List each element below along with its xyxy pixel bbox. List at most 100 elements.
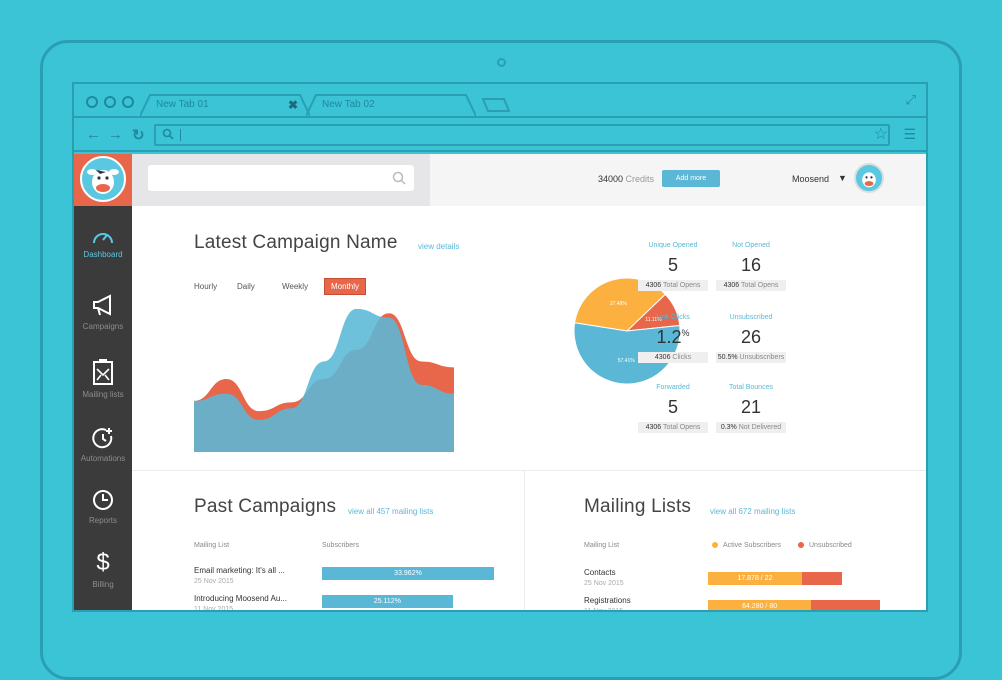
dollar-icon: $ (96, 549, 109, 576)
search-icon (162, 128, 174, 140)
sidebar-item-label: Dashboard (83, 250, 123, 259)
avatar[interactable] (854, 163, 884, 193)
sidebar-item-label: Reports (88, 516, 117, 525)
view-all-mailing-lists-link[interactable]: view all 672 mailing lists (710, 507, 796, 516)
campaign-name[interactable]: Email marketing: It's all ... (194, 566, 285, 575)
fullscreen-icon[interactable]: ⤢ (905, 92, 916, 107)
filter-weekly[interactable]: Weekly (282, 282, 309, 291)
stat-value: 16 (740, 255, 762, 275)
sidebar: Dashboard Campaigns Mailing lists Automa… (74, 154, 132, 610)
stat-title: Unique Opened (648, 242, 698, 249)
pie-slice-label: 37.48% (610, 301, 628, 307)
past-campaigns-title: Past Campaigns (194, 496, 337, 517)
chevron-down-icon[interactable]: ▼ (838, 173, 847, 183)
sidebar-item-billing[interactable]: $ Billing (74, 548, 132, 589)
campaign-area-chart (194, 308, 454, 452)
legend-label: Active Subscribers (723, 542, 781, 549)
add-more-button[interactable]: Add more (662, 170, 720, 187)
stat-card: Forwarded 5 4306 Total Opens (638, 384, 708, 433)
maximize-window-dot[interactable] (122, 96, 134, 108)
view-details-link[interactable]: view details (418, 242, 460, 251)
tab-bar: New Tab 01 ✖ New Tab 02 ⤢ (74, 84, 926, 116)
mailing-lists-title: Mailing Lists (584, 496, 692, 517)
camera-icon (497, 58, 506, 67)
stat-value: 5 (667, 397, 678, 417)
credits-label: Credits (625, 174, 655, 184)
legend-unsubscribed: Unsubscribed (798, 542, 852, 549)
filter-monthly[interactable]: Monthly (324, 278, 367, 295)
clock-plus-icon (92, 428, 113, 449)
user-name[interactable]: Moosend (792, 174, 830, 184)
sidebar-item-label: Automations (80, 454, 126, 463)
text-cursor (180, 129, 181, 141)
gauge-icon (93, 233, 113, 244)
sidebar-item-reports[interactable]: Reports (74, 488, 132, 525)
stat-subtext: 0.3% Not Delivered (716, 422, 786, 433)
credits-readout: 34000 Credits (598, 174, 654, 184)
stat-card: Unique Opened 5 4306 Total Opens (638, 242, 708, 291)
stat-subtext: 4306 Total Opens (716, 280, 786, 291)
filter-hourly[interactable]: Hourly (194, 282, 218, 291)
active-subscribers-bar: 17.878 / 22 (708, 572, 802, 585)
legend-swatch (712, 542, 718, 549)
subscribers-bar: 25.112% (322, 595, 453, 608)
legend-label: Unsubscribed (809, 542, 852, 549)
clock-icon (93, 490, 113, 510)
legend-swatch (798, 542, 804, 549)
stat-card: Total Bounces 21 0.3% Not Delivered (716, 384, 786, 433)
sidebar-item-label: Billing (92, 580, 114, 589)
stat-title: Not Opened (732, 242, 770, 249)
reload-icon[interactable]: ↻ (132, 127, 145, 144)
stat-card: Unsubscribed 26 50.5% Unsubscribers (716, 314, 786, 363)
subscribers-bar: 33.962% (322, 567, 494, 580)
mailing-list-date: 25 Nov 2015 (584, 580, 624, 587)
bookmark-star-icon[interactable]: ☆ (873, 126, 888, 143)
column-header-subscribers: Subscribers (322, 542, 359, 549)
section-divider (132, 470, 926, 471)
column-divider (524, 471, 525, 610)
tab-new-tab-02[interactable]: New Tab 02 (306, 94, 476, 116)
campaign-title: Latest Campaign Name (194, 232, 398, 253)
mailing-list-name[interactable]: Contacts (584, 568, 616, 577)
pie-slice (573, 322, 681, 385)
stat-subtext: 50.5% Unsubscribers (716, 352, 786, 363)
sidebar-item-label: Campaigns (82, 322, 124, 331)
view-all-campaigns-link[interactable]: view all 457 mailing lists (348, 507, 434, 516)
search-area (132, 154, 430, 206)
filter-daily[interactable]: Daily (237, 282, 255, 291)
new-tab-button[interactable] (482, 98, 510, 112)
pie-slice-label: 57.41% (618, 358, 636, 364)
stat-card: Link Clicks 1.2% 4306 Clicks (638, 314, 708, 363)
stat-card: Not Opened 16 4306 Total Opens (716, 242, 786, 291)
url-input[interactable] (154, 124, 890, 146)
menu-icon[interactable]: ☰ (903, 126, 916, 142)
sidebar-item-automations[interactable]: Automations (74, 426, 132, 463)
forward-icon[interactable]: → (108, 126, 123, 143)
sidebar-item-label: Mailing lists (82, 390, 124, 399)
close-tab-icon[interactable]: ✖ (287, 98, 298, 112)
mailing-list-date: 11 Nov 2015 (584, 608, 624, 612)
column-header-mailing-list: Mailing List (584, 542, 620, 549)
stat-title: Total Bounces (729, 384, 773, 391)
mailing-list-name[interactable]: Registrations (584, 596, 631, 605)
moosend-logo (80, 156, 126, 202)
address-bar-row: ← → ↻ ☆ ☰ (74, 116, 926, 152)
stat-subtext: 4306 Total Opens (638, 280, 708, 291)
pie-slice-label: 11.11% (645, 317, 662, 323)
logo-box[interactable] (74, 154, 132, 206)
back-icon[interactable]: ← (86, 126, 101, 143)
svg-text:$: $ (96, 549, 109, 576)
tab-new-tab-01[interactable]: New Tab 01 ✖ (140, 94, 310, 116)
close-window-dot[interactable] (86, 96, 98, 108)
search-input[interactable] (148, 165, 414, 191)
campaign-date: 11 Nov 2015 (194, 606, 234, 612)
minimize-window-dot[interactable] (104, 96, 116, 108)
tab-label: New Tab 02 (322, 99, 375, 110)
campaign-name[interactable]: Introducing Moosend Au... (194, 594, 287, 603)
sidebar-item-dashboard[interactable]: Dashboard (74, 226, 132, 259)
app: Dashboard Campaigns Mailing lists Automa… (74, 154, 926, 612)
sidebar-item-campaigns[interactable]: Campaigns (74, 292, 132, 331)
campaign-date: 25 Nov 2015 (194, 578, 234, 585)
sidebar-item-mailing-lists[interactable]: Mailing lists (74, 358, 132, 399)
envelope-clipboard-icon (93, 359, 113, 385)
